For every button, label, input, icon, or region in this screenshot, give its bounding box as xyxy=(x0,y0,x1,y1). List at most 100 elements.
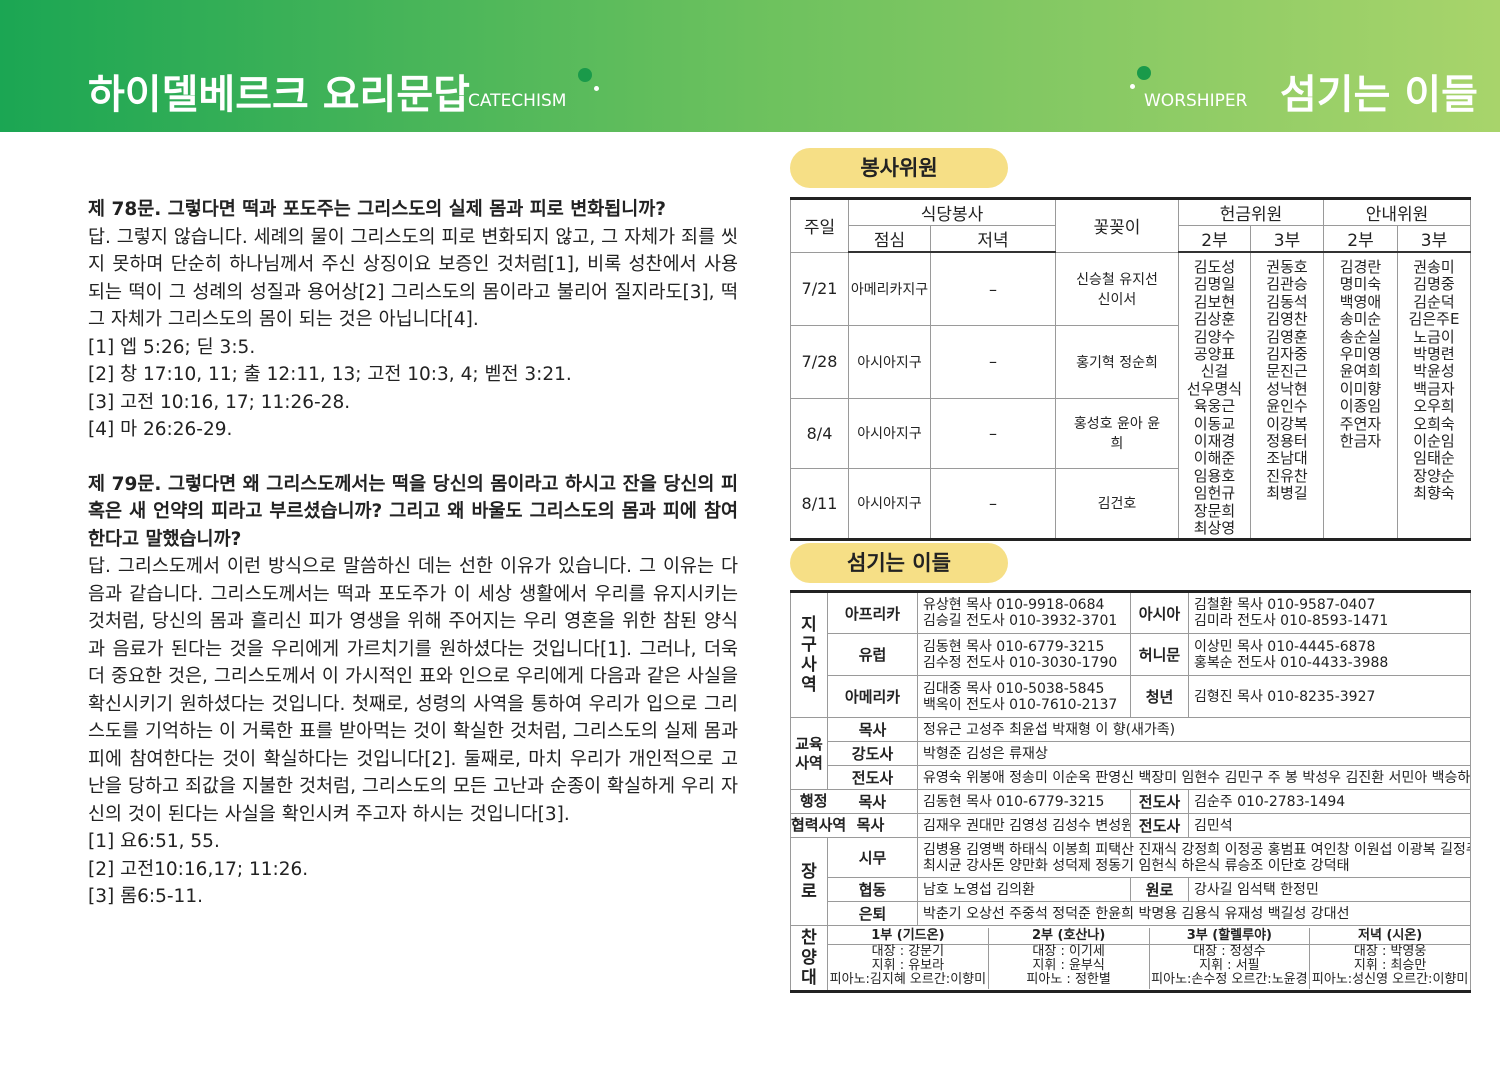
list-item: 김명중 xyxy=(1413,275,1455,294)
choir-name: 3부 (할렐루야) xyxy=(1149,928,1310,945)
name-list: 김경란 명미숙 백영애 송미순 송순실 우미영 윤여희 이미향 이종임 주연자 한금자 xyxy=(1323,251,1398,540)
choir-lines: 대장 : 강문기 지휘 : 유보라 피아노:김지혜 오르간:이향미 xyxy=(829,944,988,989)
header-cell: 저녁 xyxy=(930,225,1056,253)
flowers: 홍성호 윤아 윤희 xyxy=(1055,397,1179,469)
page-title: 하이델베르크 요리문답 xyxy=(88,72,470,118)
list-item: 조남대 xyxy=(1266,449,1308,468)
list-item: 박명련 xyxy=(1413,345,1455,364)
list-item: 정용터 xyxy=(1266,432,1308,451)
list-item: 김보현 xyxy=(1193,292,1236,311)
names: 박춘기 오상선 주중석 정덕준 한윤희 박명용 김용식 유재성 백길성 강대선 xyxy=(917,901,1471,926)
names: 김재우 권대만 김영성 김성수 변성원(장자선교회) xyxy=(917,813,1131,838)
list-item: 유상현 목사 010-9918-0684 xyxy=(923,597,1105,613)
group-label: 찬양대 xyxy=(790,925,828,992)
list-item: 김영찬 xyxy=(1266,310,1308,329)
contacts: 김동현 목사 010-6779-3215 김수정 전도사 010-3030-179… xyxy=(917,633,1131,676)
date: 8/11 xyxy=(790,467,849,540)
list-item: 김수정 전도사 010-3030-1790 xyxy=(923,654,1118,671)
dinner: – xyxy=(930,397,1056,469)
contacts: 김대중 목사 010-5038-5845 백옥이 전도사 010-7610-213… xyxy=(917,675,1131,718)
dinner: – xyxy=(930,251,1056,326)
list-item: 김병용 김영백 하태식 이봉희 피택산 진재식 강정희 이정공 홍범표 여인창 … xyxy=(923,841,1471,858)
reference: [1] 요6:51, 55. xyxy=(88,831,220,852)
group-label: 교육사역 xyxy=(790,717,828,790)
choir-line: 지휘 : 유보라 xyxy=(871,957,945,973)
list-item: 최시균 강사돈 양만화 성덕제 정동기 임헌식 하은식 류승조 이단호 강덕태 xyxy=(923,857,1350,874)
volunteer-table: 주일 식당봉사 꽃꽂이 헌금위원 안내위원 점심 저녁 2부 3부 2부 3부 … xyxy=(790,197,1471,541)
header-cell: 3부 xyxy=(1397,225,1471,253)
flowers: 홍기혁 정순희 xyxy=(1055,325,1179,399)
reference: [3] 롬6:5-11. xyxy=(88,886,203,907)
servants-table: 지구사역 아프리카 유상현 목사 010-9918-0684 김승길 전도사 01… xyxy=(790,590,1471,993)
list-item: 김상훈 xyxy=(1193,310,1236,329)
choir-line: 지휘 : 윤부식 xyxy=(1032,957,1105,973)
list-item: 이상민 목사 010-4445-6878 xyxy=(1194,638,1376,655)
contacts: 유상현 목사 010-9918-0684 김승길 전도사 010-3932-370… xyxy=(917,591,1131,634)
dinner: – xyxy=(930,467,1056,540)
reference: [3] 고전 10:16, 17; 11:26-28. xyxy=(88,391,351,413)
list-item: 이미향 xyxy=(1339,379,1382,398)
list-item: 최향숙 xyxy=(1413,484,1455,503)
choir-group: 3부 (할렐루야) 대장 : 정성수 지휘 : 서필 피아노:손수정 오르간:노윤경 xyxy=(1148,927,1310,989)
header-cell: 주일 xyxy=(790,198,849,253)
list-item: 주연자 xyxy=(1339,414,1382,433)
role: 허니문 xyxy=(1130,633,1189,676)
label-text: 협력사역 xyxy=(791,816,847,834)
names: 김순주 010-2783-1494 xyxy=(1188,789,1471,814)
role: 아메리카 xyxy=(827,675,918,718)
table-row: 8/11 아시아지구 – 김건호 xyxy=(790,467,1471,540)
role: 청년 xyxy=(1130,675,1189,718)
choir-name: 2부 (호산나) xyxy=(988,928,1149,945)
catechism-item: 제 78문. 그렇다면 떡과 포도주는 그리스도의 실제 몸과 피로 변화됩니까… xyxy=(88,196,738,444)
label-text: 교육사역 xyxy=(795,734,823,772)
page-title: 섬기는 이들 xyxy=(1280,72,1478,118)
header-cell: 헌금위원 xyxy=(1178,198,1324,226)
list-item: 김관승 xyxy=(1266,275,1308,294)
list-item: 김승길 전도사 010-3932-3701 xyxy=(923,613,1118,629)
dinner: – xyxy=(930,325,1056,399)
date: 7/28 xyxy=(790,325,849,399)
choir-lines: 대장 : 정성수 지휘 : 서필 피아노:손수정 오르간:노윤경 xyxy=(1150,944,1310,989)
names: 강사길 임석택 한정민 xyxy=(1188,877,1471,902)
question: 제 79문. 그렇다면 왜 그리스도께서는 떡을 당신의 몸이라고 하시고 잔을… xyxy=(88,473,738,550)
list-item: 김동현 목사 010-6779-3215 xyxy=(923,638,1105,655)
list-item: 명미숙 xyxy=(1339,275,1382,294)
section-label: 봉사위원 xyxy=(790,148,1008,188)
choir-line: 대장 : 박영웅 xyxy=(1353,943,1427,959)
name-list: 권송미 김명중 김순덕 김은주E 노금이 박명련 박윤성 백금자 오우희 오희숙 이순임 임태순 장양순… xyxy=(1397,251,1471,540)
group-label: 행정 xyxy=(790,789,828,814)
names: 김동현 목사 010-6779-3215 xyxy=(917,789,1131,814)
list-item: 김영훈 xyxy=(1266,327,1308,346)
list-item: 신걸 xyxy=(1200,362,1229,381)
list-item: 김동석 xyxy=(1266,292,1308,311)
reference: [2] 창 17:10, 11; 출 12:11, 13; 고전 10:3, 4… xyxy=(88,364,572,385)
list-item: 장문희 xyxy=(1193,501,1236,520)
answer: 답. 그리스도께서 이런 방식으로 말씀하신 데는 선한 이유가 있습니다. 그… xyxy=(88,556,738,825)
choir-lines: 대장 : 박영웅 지휘 : 최승만 피아노:성신영 오르간:이향미 xyxy=(1310,943,1469,989)
role: 전도사 xyxy=(1130,789,1189,814)
list-item: 공양표 xyxy=(1193,345,1236,364)
choir-group: 2부 (호산나) 대장 : 이기세 지휘 : 윤부식 피아노 : 정한별 xyxy=(987,927,1149,989)
choir-group: 저녁 (시온) 대장 : 박영웅 지휘 : 최승만 피아노:성신영 오르간:이향미 xyxy=(1309,927,1470,989)
list-item: 송순실 xyxy=(1339,327,1382,346)
list-item: 백금자 xyxy=(1413,379,1455,398)
date: 8/4 xyxy=(790,397,849,469)
section-tag: CATECHISM xyxy=(468,91,567,111)
role: 협동 xyxy=(827,877,918,902)
list-item: 김은주E xyxy=(1408,310,1460,329)
reference: [2] 고전10:16,17; 11:26. xyxy=(88,858,309,880)
list-item: 송미순 xyxy=(1339,310,1382,329)
header-band: 하이델베르크 요리문답 CATECHISM WORSHIPER 섬기는 이들 xyxy=(0,0,1500,132)
list-item: 김순덕 xyxy=(1413,292,1455,311)
answer: 답. 그렇지 않습니다. 세례의 물이 그리스도의 피로 변화되지 않고, 그 … xyxy=(88,226,738,331)
list-item: 진유찬 xyxy=(1266,466,1308,485)
lunch: 아시아지구 xyxy=(848,397,931,469)
list-item: 문진근 xyxy=(1266,362,1308,381)
choir-name: 저녁 (시온) xyxy=(1310,928,1470,945)
flowers: 신승철 유지선 신이서 xyxy=(1055,251,1179,326)
decoration xyxy=(578,68,592,82)
list-item: 이해준 xyxy=(1193,449,1236,468)
list-item: 박윤성 xyxy=(1413,362,1455,381)
header-cell: 안내위원 xyxy=(1323,198,1471,226)
